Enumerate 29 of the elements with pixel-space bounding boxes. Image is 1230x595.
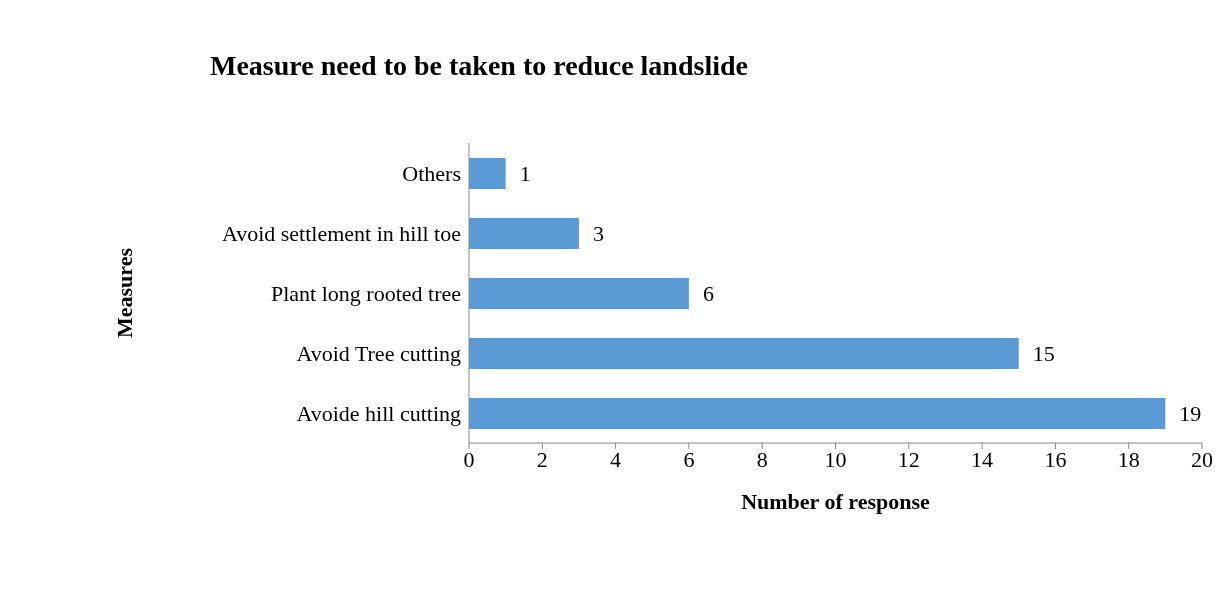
x-tick-label: 4: [610, 446, 622, 472]
data-label: 19: [1179, 401, 1202, 427]
x-tick-label: 20: [1191, 446, 1213, 472]
x-tick-label: 2: [536, 446, 548, 472]
x-tick-label: 14: [971, 446, 994, 472]
y-tick-label: Avoid Tree cutting: [296, 340, 461, 366]
x-tick-label: 10: [824, 446, 847, 472]
y-tick-label: Avoide hill cutting: [296, 400, 461, 426]
x-tick-label: 8: [756, 446, 768, 472]
x-tick-label: 0: [463, 446, 475, 472]
x-axis-title: Number of response: [741, 489, 931, 514]
y-tick-label: Plant long rooted tree: [270, 280, 461, 306]
x-tick-label: 6: [683, 446, 695, 472]
data-label: 1: [519, 161, 531, 187]
x-tick-label: 12: [897, 446, 920, 472]
x-tick-label: 18: [1117, 446, 1140, 472]
data-label: 6: [702, 281, 714, 307]
bar: [469, 398, 1166, 429]
data-label: 15: [1032, 341, 1055, 367]
data-label: 3: [592, 221, 604, 247]
x-tick-label: 16: [1044, 446, 1067, 472]
bar: [469, 218, 579, 249]
bar: [469, 338, 1019, 369]
y-axis-title: Measures: [111, 247, 137, 339]
chart-title: Measure need to be taken to reduce landslide: [210, 50, 748, 82]
bar: [469, 278, 689, 309]
bar: [469, 158, 506, 189]
y-tick-label: Avoid settlement in hill toe: [221, 220, 461, 246]
y-tick-label: Others: [402, 160, 461, 186]
